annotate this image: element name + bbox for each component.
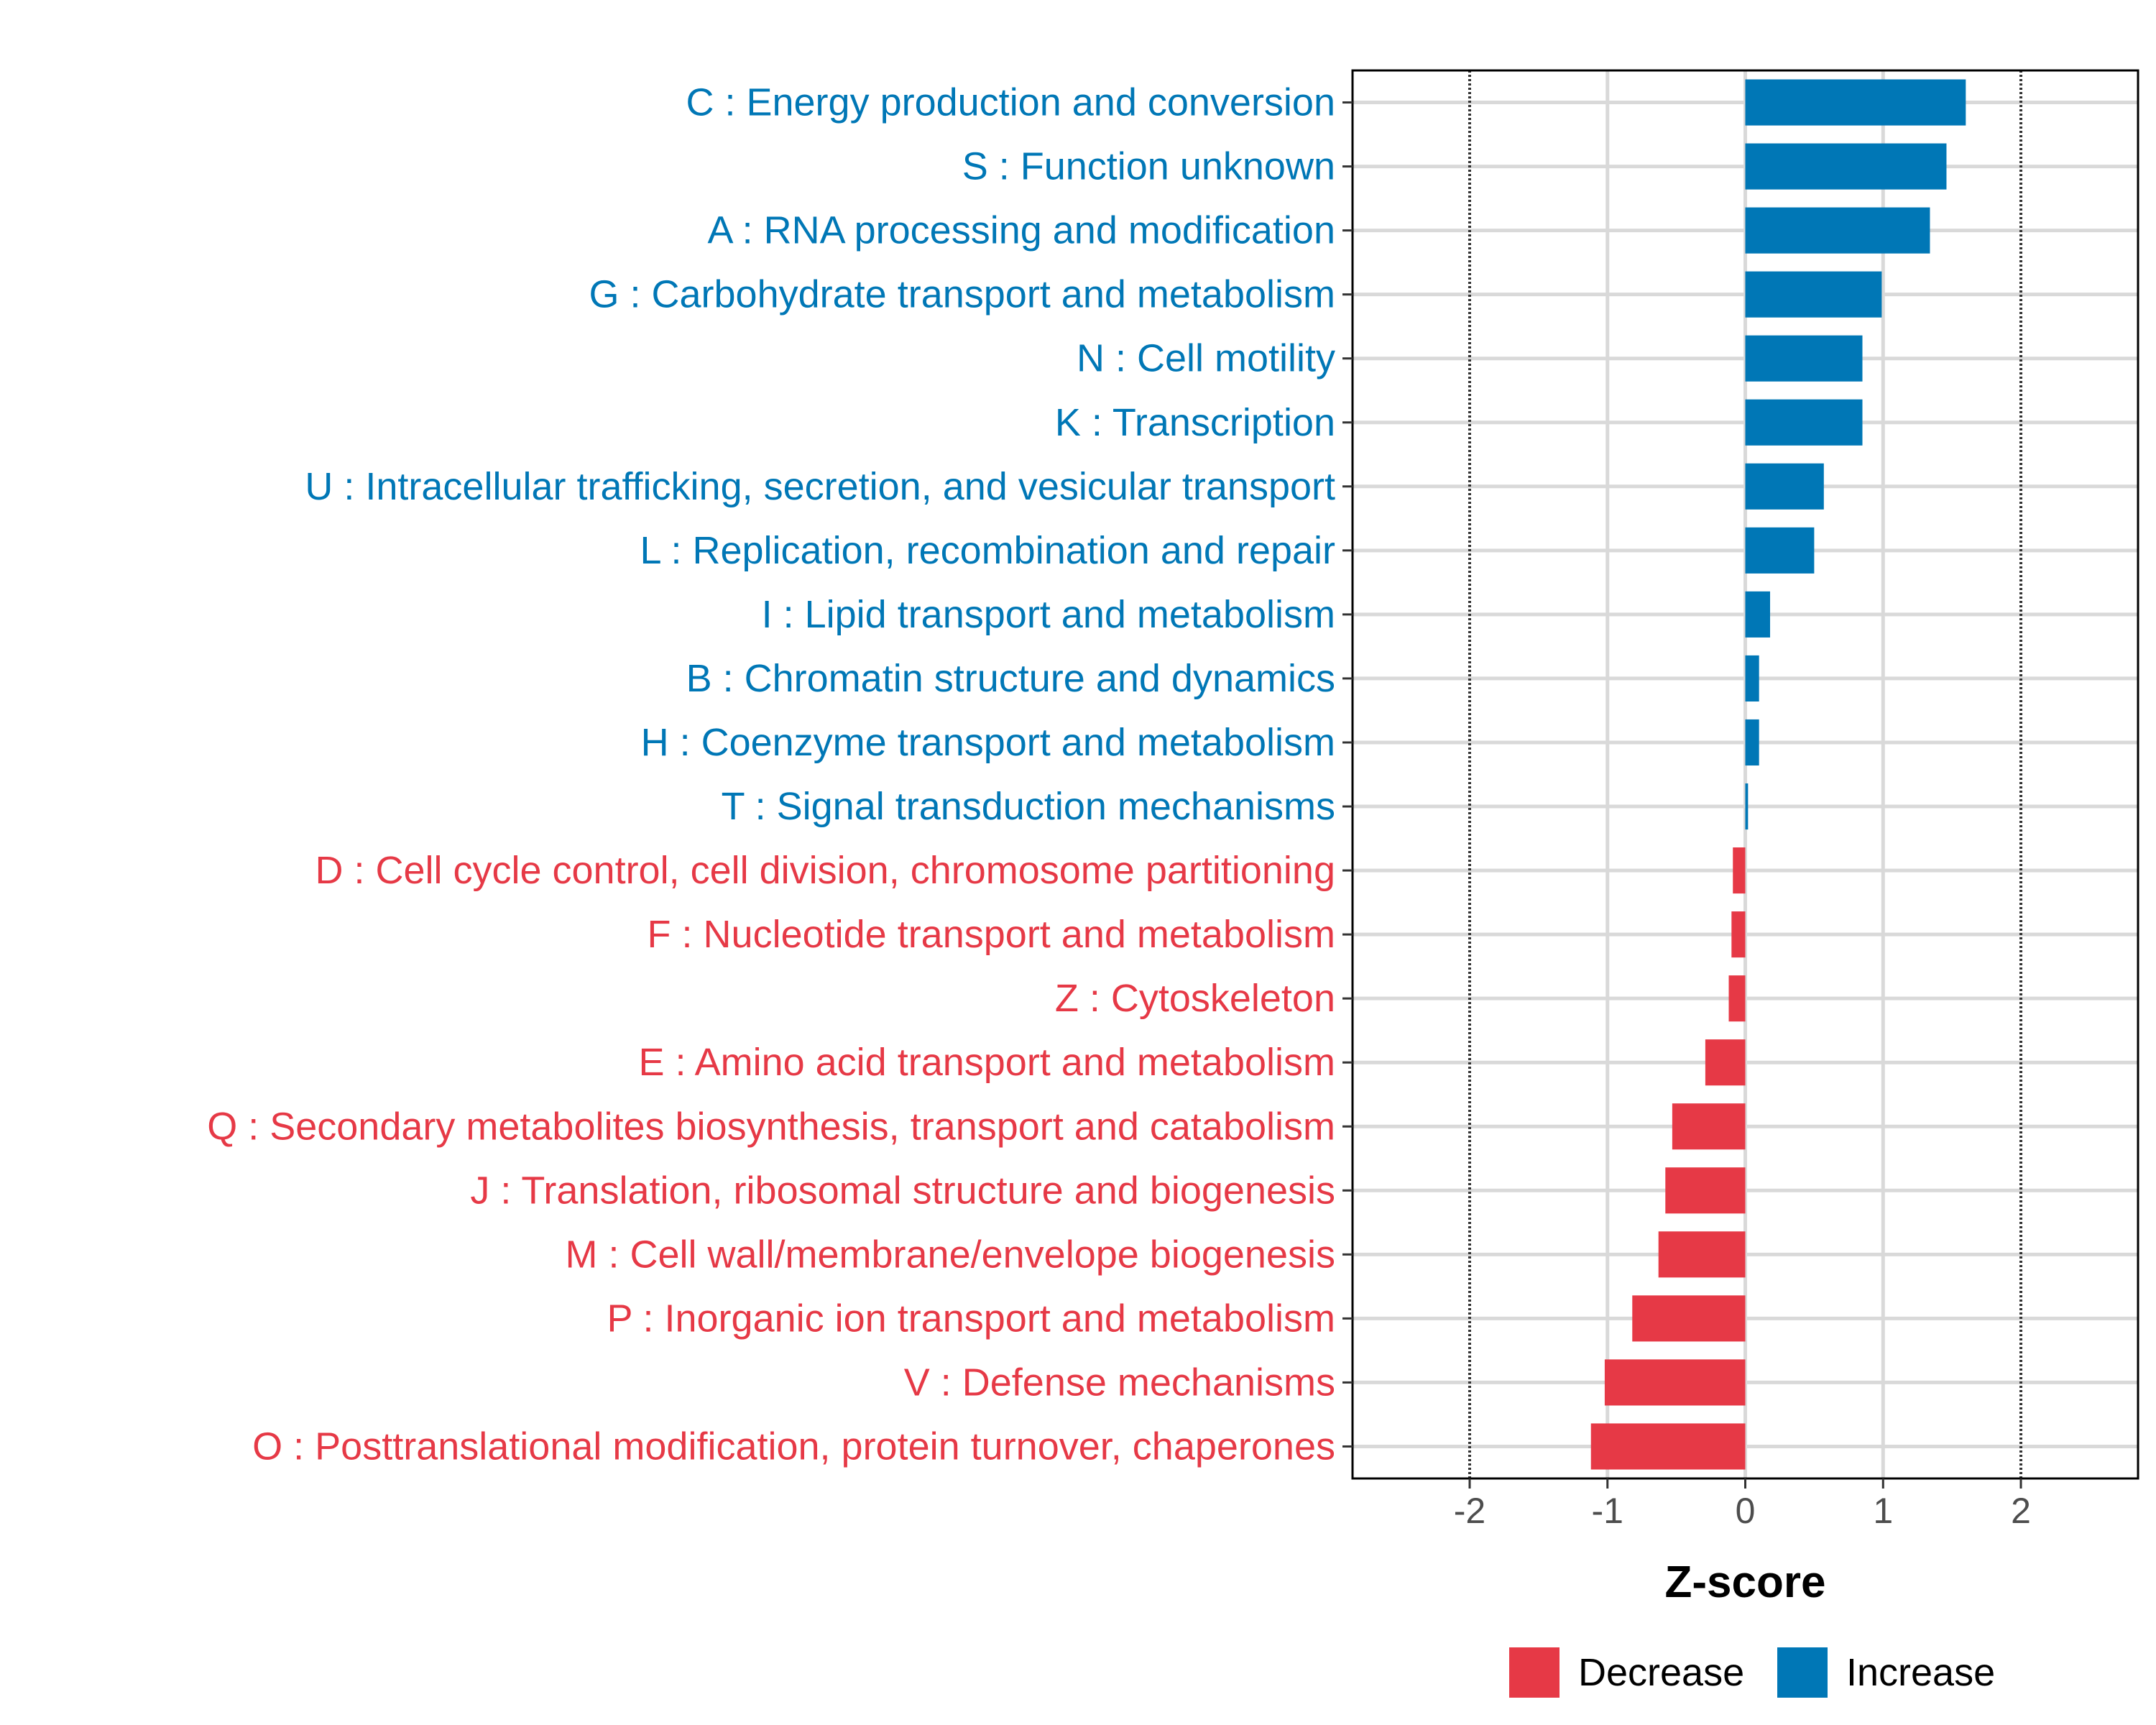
category-label: D : Cell cycle control, cell division, c… [315, 849, 1335, 892]
bar [1705, 1039, 1746, 1086]
category-label: P : Inorganic ion transport and metaboli… [607, 1297, 1335, 1340]
bar [1632, 1295, 1746, 1342]
category-label: H : Coenzyme transport and metabolism [641, 721, 1335, 764]
bar [1665, 1167, 1746, 1214]
category-label: Q : Secondary metabolites biosynthesis, … [207, 1105, 1335, 1148]
category-label: M : Cell wall/membrane/envelope biogenes… [565, 1233, 1335, 1276]
x-tick-label: 2 [2011, 1491, 2031, 1531]
category-label: Z : Cytoskeleton [1055, 977, 1335, 1020]
bar [1731, 911, 1746, 958]
bar [1745, 719, 1759, 766]
bar [1745, 655, 1759, 702]
category-label: O : Posttranslational modification, prot… [252, 1425, 1335, 1468]
bar [1745, 335, 1863, 382]
bar [1745, 271, 1882, 318]
category-label: B : Chromatin structure and dynamics [686, 657, 1335, 700]
bar [1745, 527, 1815, 574]
category-label: K : Transcription [1055, 401, 1335, 444]
x-tick-label: 1 [1873, 1491, 1893, 1531]
x-tick-label: 0 [1736, 1491, 1756, 1531]
legend-swatch [1777, 1647, 1828, 1698]
category-label: J : Translation, ribosomal structure and… [470, 1169, 1335, 1212]
bar [1590, 1423, 1746, 1470]
bar [1745, 79, 1966, 126]
y-axis-category-labels: C : Energy production and conversion S : … [207, 81, 1335, 1468]
y-axis-ticks [1342, 101, 1353, 1448]
bar [1745, 143, 1947, 190]
x-tick-label: -2 [1454, 1491, 1485, 1531]
category-label: T : Signal transduction mechanisms [722, 785, 1335, 828]
category-label: A : RNA processing and modification [708, 209, 1335, 252]
bar [1672, 1103, 1746, 1150]
legend-label: Decrease [1578, 1651, 1744, 1694]
legend: Decrease Increase [1509, 1647, 1995, 1698]
category-label: G : Carbohydrate transport and metabolis… [589, 273, 1336, 316]
category-label: V : Defense mechanisms [904, 1361, 1335, 1404]
bar [1745, 207, 1930, 254]
bar-layer [1590, 79, 1966, 1470]
bar [1728, 975, 1746, 1022]
bar [1745, 591, 1771, 638]
category-label: S : Function unknown [962, 145, 1335, 188]
x-tick-label: -1 [1592, 1491, 1623, 1531]
category-label: F : Nucleotide transport and metabolism [648, 913, 1335, 956]
bar [1745, 783, 1749, 830]
category-label: U : Intracellular trafficking, secretion… [305, 465, 1335, 508]
category-label: C : Energy production and conversion [686, 81, 1335, 124]
bar [1733, 847, 1746, 894]
category-label: E : Amino acid transport and metabolism [639, 1041, 1335, 1084]
x-axis-ticks: -2 -1 0 1 2 [1454, 1478, 2031, 1531]
legend-swatch [1509, 1647, 1560, 1698]
category-label: L : Replication, recombination and repai… [640, 529, 1335, 572]
bar [1745, 399, 1863, 446]
category-label: N : Cell motility [1077, 337, 1335, 380]
legend-label: Increase [1846, 1651, 1995, 1694]
bar [1658, 1231, 1746, 1278]
bar [1604, 1359, 1746, 1406]
x-axis-title: Z-score [1665, 1558, 1826, 1607]
bar [1745, 463, 1824, 510]
category-label: I : Lipid transport and metabolism [762, 593, 1335, 636]
